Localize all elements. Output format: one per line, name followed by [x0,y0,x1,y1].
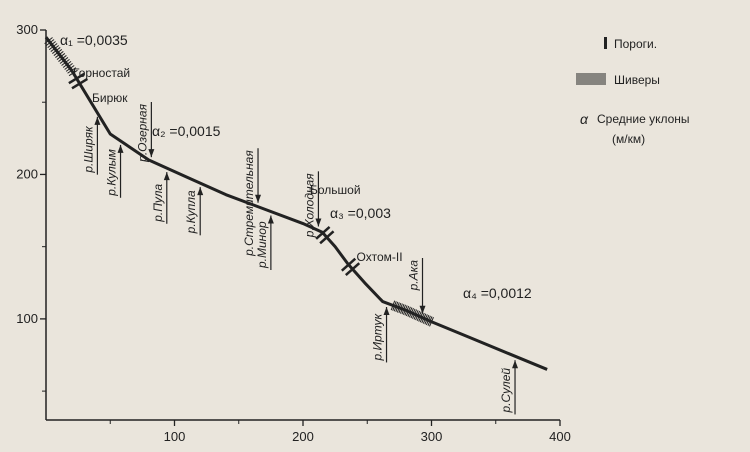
porog-name-label: Охтом-II [357,250,403,264]
slope-label: α₂ =0,0015 [152,123,221,139]
y-tick-label: 200 [16,166,38,181]
tributary-marker: р.Иртук [371,307,390,363]
slope-label: α₄ =0,0012 [463,285,532,301]
legend-porog-symbol [604,37,607,49]
tributary-marker: р.Стремительная [242,148,262,257]
tributary-marker: р.Пула [151,172,170,224]
place-label: Бирюк [92,91,128,105]
tributary-label: р.Сулей [499,368,513,414]
alpha-icon: α [580,111,589,127]
x-tick-label: 300 [421,429,443,444]
tributary-marker: р.Кулым [105,144,124,198]
x-tick-label: 100 [164,429,186,444]
tributary-label: р.Кулым [105,149,119,197]
tributary-label: р.Озерная [135,103,149,162]
slope-label: α₃ =0,003 [330,205,391,221]
legend: Пороги. Шиверы α Средние уклоны (м/км) [576,37,690,146]
tributary-label: р.Пула [151,183,165,222]
legend-item-shivery: Шиверы [576,73,660,87]
x-tick-label: 400 [549,429,571,444]
tributary-label: р.Иртук [371,312,385,361]
place-label: Горностай [73,66,130,80]
legend-shivery-symbol [576,73,606,85]
tributary-label: р.Минор [255,221,269,269]
axes: 100 200 300 400 100 200 300 [16,22,571,444]
tributary-marker: р.Ширяк [81,116,101,175]
legend-label-unit: (м/км) [612,132,645,146]
porog-marker [68,72,89,90]
tributary-label: р.Холодная [302,173,316,239]
tributary-marker: р.Минор [255,215,274,270]
porog-marker [340,257,361,277]
tributary-label: р.Стремительная [242,150,256,257]
porog-marker [315,225,335,245]
y-tick-label: 100 [16,311,38,326]
legend-item-porogi: Пороги. [604,37,657,51]
tributary-marker: р.Холодная [302,171,322,239]
tributary-label: р.Ширяк [81,125,95,174]
legend-label: Шиверы [614,73,660,87]
x-tick-label: 200 [292,429,314,444]
river-profile-line [44,36,548,371]
legend-label: Средние уклоны [597,112,690,126]
tributary-label: р.Ака [407,260,421,292]
tributary-label: р.Купла [184,190,198,234]
place-label: Большой [310,183,361,197]
tributary-marker: р.Сулей [499,360,519,415]
tributary-marker: р.Озерная [135,102,155,163]
tributary-marker: р.Купла [184,187,204,236]
y-tick-label: 300 [16,22,38,37]
slope-label: α₁ =0,0035 [60,32,128,48]
legend-item-slopes: α Средние уклоны (м/км) [580,111,690,146]
legend-label: Пороги. [614,37,657,51]
tributary-marker: р.Ака [407,258,426,314]
